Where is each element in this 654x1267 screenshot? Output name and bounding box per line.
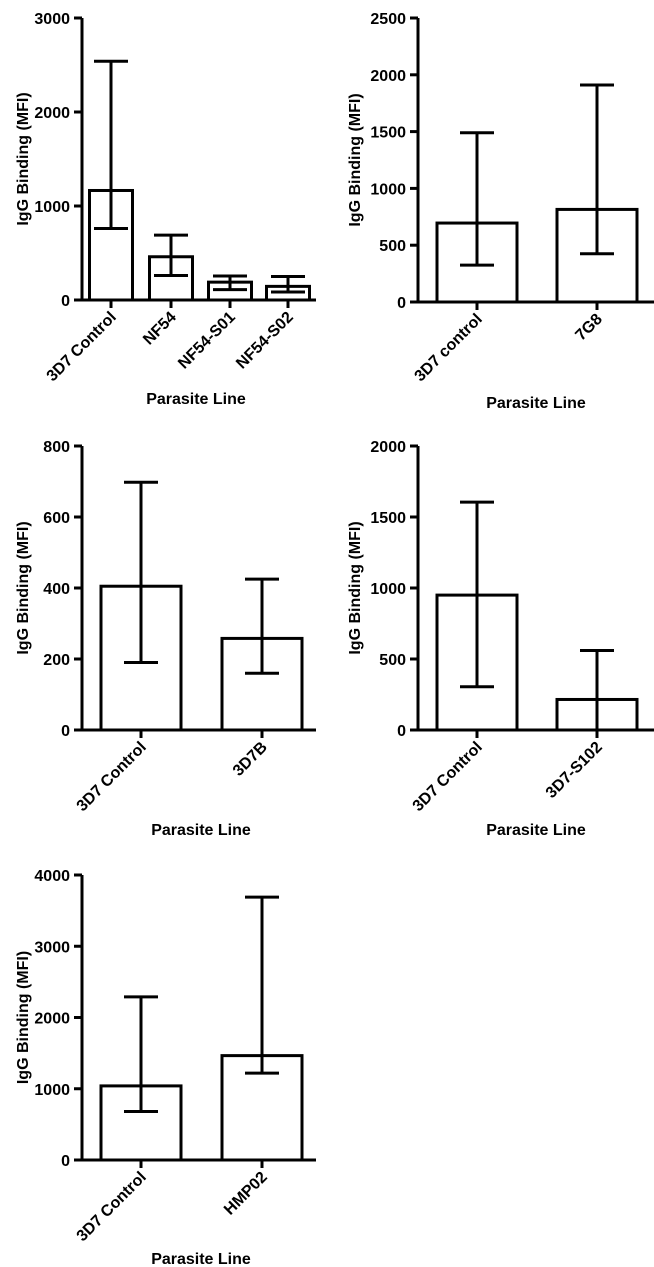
y-tick-label: 1000 (34, 1082, 70, 1099)
x-axis-title: Parasite Line (151, 822, 251, 839)
y-tick-label: 600 (43, 510, 70, 527)
y-axis-title: IgG Binding (MFI) (15, 92, 32, 225)
chart-panel-3: 0 200 400 600 800 IgG Binding (MFI) 3D7 Contro… (15, 439, 316, 839)
y-tick-label: 2000 (34, 1011, 70, 1028)
x-category-label: 3D7 Control (74, 1169, 150, 1245)
y-tick-label: 2000 (370, 439, 406, 456)
x-category-label: 3D7-S102 (543, 739, 606, 802)
y-tick-label: 400 (43, 581, 70, 598)
y-tick-label: 500 (379, 652, 406, 669)
y-tick-label: 2500 (370, 11, 406, 28)
y-tick-label: 4000 (34, 868, 70, 885)
y-tick-label: 1500 (370, 125, 406, 142)
y-tick-label: 0 (397, 723, 406, 740)
x-category-label: 3D7B (230, 739, 271, 780)
y-tick-label: 3000 (34, 11, 70, 28)
y-tick-label: 0 (61, 293, 70, 310)
y-tick-label: 800 (43, 439, 70, 456)
y-tick-label: 500 (379, 238, 406, 255)
x-category-label: NF54-S02 (233, 309, 297, 373)
chart-panel-4: 0 500 1000 1500 2000 IgG Binding (MFI) 3D7 Con… (347, 439, 654, 839)
x-category-label: 3D7 Control (44, 309, 120, 385)
y-tick-label: 200 (43, 652, 70, 669)
y-axis-title: IgG Binding (MFI) (15, 521, 32, 654)
x-category-label: 3D7 Control (410, 739, 486, 815)
x-axis-title: Parasite Line (146, 391, 246, 408)
y-tick-label: 3000 (34, 939, 70, 956)
y-tick-label: 0 (61, 1153, 70, 1170)
x-axis-title: Parasite Line (486, 822, 586, 839)
x-category-label: NF54 (140, 309, 180, 349)
y-tick-label: 2000 (34, 105, 70, 122)
x-axis-title: Parasite Line (486, 395, 586, 412)
y-tick-label: 1500 (370, 510, 406, 527)
y-tick-label: 1000 (370, 181, 406, 198)
y-tick-label: 2000 (370, 68, 406, 85)
y-axis-title: IgG Binding (MFI) (347, 93, 364, 226)
x-axis-title: Parasite Line (151, 1251, 251, 1267)
y-axis-title: IgG Binding (MFI) (15, 951, 32, 1084)
x-category-label: 7G8 (572, 311, 605, 344)
chart-panel-1: 0 1000 2000 3000 IgG Binding (MFI) 3D7 Contro… (15, 11, 316, 408)
chart-panel-2: 0 500 1000 1500 2000 2500 IgG Binding (MFI) 3D7… (347, 11, 654, 412)
x-category-label: NF54-S01 (175, 309, 239, 373)
x-category-label: 3D7 control (412, 311, 486, 385)
y-axis-title: IgG Binding (MFI) (347, 521, 364, 654)
x-category-label: 3D7 Control (74, 739, 150, 815)
y-tick-label: 1000 (34, 199, 70, 216)
y-tick-label: 0 (397, 295, 406, 312)
y-tick-label: 0 (61, 723, 70, 740)
y-tick-label: 1000 (370, 581, 406, 598)
x-category-label: HMP02 (221, 1169, 271, 1219)
chart-panel-5: 0 1000 2000 3000 4000 IgG Binding (MFI) 3D7 Co… (15, 868, 316, 1267)
